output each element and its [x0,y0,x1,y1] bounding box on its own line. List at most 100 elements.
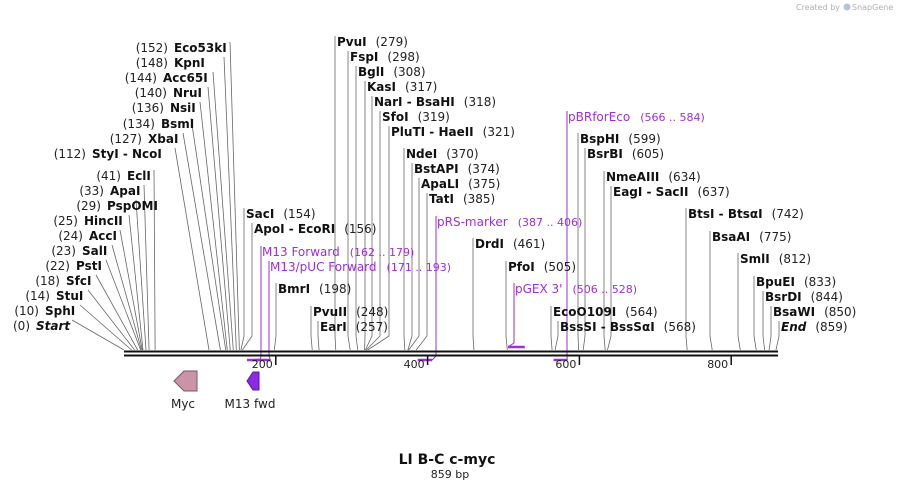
site-stui[interactable]: (14) StuI [25,289,83,303]
site-pvui[interactable]: PvuI (279) [337,35,408,49]
site-pspomi[interactable]: (29) PspOMI [76,199,158,213]
leader-line [128,214,144,351]
primer-m13-forward[interactable]: M13 Forward (162 .. 179) [262,245,414,259]
site-name: PvuII [313,305,347,319]
site-btsi-bts-i[interactable]: BtsI - BtsαI (742) [688,207,804,221]
credit-text: Created by [796,3,840,12]
site-position: (152) [136,41,168,55]
site-eagi-sacii[interactable]: EagI - SacII (637) [613,185,730,199]
site-nrui[interactable]: (140) NruI [135,86,202,100]
m13-fwd-arrow[interactable] [246,371,260,391]
site-bstapi[interactable]: BstAPI (374) [414,162,500,176]
site-name: SphI [45,304,75,318]
site-nmeaiii[interactable]: NmeAIII (634) [606,170,701,184]
site-bsaai[interactable]: BsaAI (775) [712,230,791,244]
m13-fwd-label: M13 fwd [225,397,276,411]
site-bsrbi[interactable]: BsrBI (605) [587,147,664,161]
site-tati[interactable]: TatI (385) [429,192,495,206]
site-position: (0) [13,319,30,333]
site-pvuii[interactable]: PvuII (248) [313,305,388,319]
site-name: BsaWI [773,305,815,319]
myc-arrow[interactable] [173,370,198,392]
site-bsrdi[interactable]: BsrDI (844) [765,290,843,304]
site-bmri[interactable]: BmrI (198) [278,282,351,296]
leader-line [407,163,413,351]
site-pluti-haeii[interactable]: PluTI - HaeII (321) [391,125,515,139]
leader-line [95,274,139,351]
primer-pbrforeco[interactable]: pBRforEco (566 .. 584) [568,110,705,124]
site-name: BstAPI [414,162,459,176]
primer-leader [507,283,515,348]
site-position: (134) [123,117,155,131]
site-styi-ncoi[interactable]: (112) StyI - NcoI [54,147,162,161]
site-eari[interactable]: EarI (257) [320,320,388,334]
credit: Created by SnapGene [796,3,893,12]
site-position: (568) [664,320,696,334]
site-name: SacI [246,207,274,221]
site-position: (505) [544,260,576,274]
site-position: (25) [53,214,78,228]
site-hincii[interactable]: (25) HincII [53,214,122,228]
site-apali[interactable]: ApaLI (375) [421,177,500,191]
site-acc65i[interactable]: (144) Acc65I [125,71,208,85]
credit-brand: SnapGene [852,3,893,12]
leader-line [242,223,253,351]
site-xbai[interactable]: (127) XbaI [110,132,179,146]
site-ndei[interactable]: NdeI (370) [406,147,479,161]
primer-m13-puc-forward[interactable]: M13/pUC Forward (171 .. 193) [270,260,451,274]
site-bpuei[interactable]: BpuEI (833) [756,275,836,289]
leader-line [550,306,553,351]
primer-pgex-3[interactable]: pGEX 3' (506 .. 528) [515,282,637,296]
site-position: (136) [132,101,164,115]
site-nsii[interactable]: (136) NsiI [132,101,196,115]
site-name: KasI [367,80,396,94]
feature-myc[interactable]: Myc [171,370,198,411]
site-apai[interactable]: (33) ApaI [79,184,140,198]
site-position: (850) [824,305,856,319]
site-bsphi[interactable]: BspHI (599) [580,132,661,146]
leader-line [79,304,132,351]
site-ecoo109i[interactable]: EcoO109I (564) [553,305,658,319]
site-apoi-ecori[interactable]: ApoI - EcoRI (156) [254,222,376,236]
leader-line [367,126,390,351]
site-eco53ki[interactable]: (152) Eco53kI [136,41,227,55]
site-bgli[interactable]: BglI (308) [358,65,426,79]
site-start[interactable]: (0) Start [13,319,71,333]
site-pfoi[interactable]: PfoI (505) [508,260,576,274]
site-position: (154) [283,207,315,221]
site-smli[interactable]: SmlI (812) [740,252,811,266]
site-acci[interactable]: (24) AccI [58,229,117,243]
site-saci[interactable]: SacI (154) [246,207,316,221]
leader-line [505,261,508,351]
primer-prs-marker[interactable]: pRS-marker (387 .. 406) [437,215,582,229]
leader-line [199,101,228,351]
site-bsawi[interactable]: BsaWI (850) [773,305,856,319]
site-ecli[interactable]: (41) EclI [96,169,151,183]
site-bsmi[interactable]: (134) BsmI [123,117,195,131]
site-position: (112) [54,147,86,161]
site-kpni[interactable]: (148) KpnI [136,56,205,70]
site-fspi[interactable]: FspI (298) [350,50,420,64]
site-psti[interactable]: (22) PstI [45,259,102,273]
site-position: (41) [96,169,121,183]
site-end[interactable]: End (859) [781,320,848,334]
site-nari-bsahi[interactable]: NarI - BsaHI (318) [374,95,496,109]
site-name: XbaI [148,132,178,146]
leader-line [223,56,237,351]
site-position: (144) [125,71,157,85]
site-kasi[interactable]: KasI (317) [367,80,437,94]
site-drdi[interactable]: DrdI (461) [475,237,545,251]
site-name: PfoI [508,260,535,274]
site-sali[interactable]: (23) SalI [51,244,107,258]
site-sfoi[interactable]: SfoI (319) [382,110,450,124]
site-position: (257) [356,320,388,334]
site-bsssi-bsss-i[interactable]: BssSI - BssSαI (568) [560,320,696,334]
site-position: (859) [815,320,847,334]
site-position: (317) [405,80,437,94]
site-name: NruI [173,86,202,100]
site-sfci[interactable]: (18) SfcI [35,274,91,288]
site-sphi[interactable]: (10) SphI [14,304,75,318]
site-position: (637) [697,185,729,199]
feature-m13-fwd[interactable]: M13 fwd [225,371,276,411]
site-name: EarI [320,320,347,334]
